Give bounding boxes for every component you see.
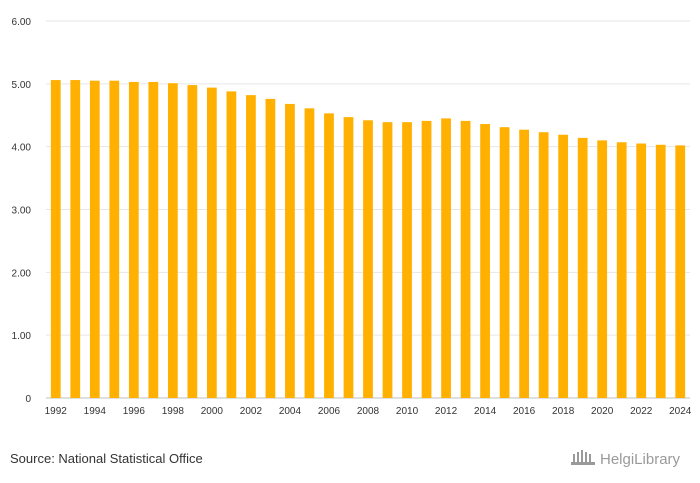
- bar-2021[interactable]: [616, 142, 627, 398]
- bar-2010[interactable]: [402, 122, 412, 398]
- x-axis-ticks: 1992 1994 1996 1998 2000 2002 2004 2006 2008 2010…: [45, 406, 692, 417]
- x-tick-label: 2000: [201, 406, 224, 417]
- bar-2003[interactable]: [265, 98, 276, 398]
- bar-2013[interactable]: [460, 120, 471, 398]
- bar-2012[interactable]: [441, 118, 451, 399]
- y-tick-label: 5.00: [12, 80, 32, 91]
- source-note: Source: National Statistical Office: [10, 451, 203, 466]
- bar-1997[interactable]: [148, 81, 159, 398]
- bar-chart: 01.002.003.004.005.006.00 1992 1994 1996 19…: [12, 17, 692, 417]
- y-tick-label: 6.00: [12, 17, 32, 28]
- bar-2011[interactable]: [421, 120, 432, 398]
- bar-1998[interactable]: [167, 83, 178, 398]
- bar-2018[interactable]: [558, 134, 569, 398]
- brand-name: HelgiLibrary: [600, 450, 681, 468]
- x-tick-label: 1998: [162, 406, 185, 417]
- bar-2001[interactable]: [226, 91, 237, 398]
- brand-logo: HelgiLibrary: [570, 448, 680, 470]
- bar-2020[interactable]: [597, 140, 608, 398]
- x-tick-label: 1992: [45, 406, 68, 417]
- y-tick-label: 0: [25, 394, 31, 405]
- x-tick-label: 2002: [240, 406, 263, 417]
- bar-2000[interactable]: [207, 87, 217, 398]
- x-tick-label: 2022: [630, 406, 653, 417]
- y-tick-label: 1.00: [12, 331, 32, 342]
- bar-2008[interactable]: [363, 120, 373, 398]
- bar-2009[interactable]: [382, 122, 393, 398]
- bar-1999[interactable]: [187, 85, 198, 398]
- bar-1993[interactable]: [70, 80, 81, 399]
- bar-2002[interactable]: [246, 95, 256, 398]
- bar-2023[interactable]: [655, 144, 666, 398]
- y-tick-label: 2.00: [12, 268, 32, 279]
- y-axis-ticks: 0 1.00 2.00 3.00 4.00 5.00 6.00: [12, 17, 32, 405]
- x-tick-label: 2024: [669, 406, 692, 417]
- bar-1992[interactable]: [50, 80, 61, 399]
- x-tick-label: 2020: [591, 406, 614, 417]
- bar-1994[interactable]: [89, 80, 100, 399]
- x-tick-label: 2006: [318, 406, 341, 417]
- x-tick-label: 2004: [279, 406, 302, 417]
- x-tick-label: 2012: [435, 406, 458, 417]
- x-tick-label: 2008: [357, 406, 380, 417]
- bar-2005[interactable]: [304, 108, 315, 399]
- bar-2022[interactable]: [636, 143, 647, 398]
- y-tick-label: 4.00: [12, 143, 32, 154]
- x-tick-label: 2014: [474, 406, 497, 417]
- bar-2006[interactable]: [324, 113, 334, 399]
- bar-2007[interactable]: [343, 117, 354, 398]
- bars: [50, 80, 686, 399]
- bar-1996[interactable]: [128, 81, 139, 398]
- x-tick-label: 2018: [552, 406, 575, 417]
- bar-1995[interactable]: [109, 80, 120, 399]
- bar-2019[interactable]: [577, 137, 588, 398]
- bar-2017[interactable]: [538, 132, 549, 398]
- bar-2014[interactable]: [480, 124, 490, 399]
- x-tick-label: 1994: [84, 406, 107, 417]
- bar-2004[interactable]: [285, 103, 295, 398]
- x-tick-label: 2016: [513, 406, 536, 417]
- bar-2024[interactable]: [675, 145, 686, 398]
- bar-2016[interactable]: [519, 129, 529, 398]
- bar-2015[interactable]: [499, 127, 510, 399]
- y-tick-label: 3.00: [12, 206, 32, 217]
- x-tick-label: 2010: [396, 406, 419, 417]
- x-tick-label: 1996: [123, 406, 146, 417]
- library-building-icon: [570, 448, 596, 470]
